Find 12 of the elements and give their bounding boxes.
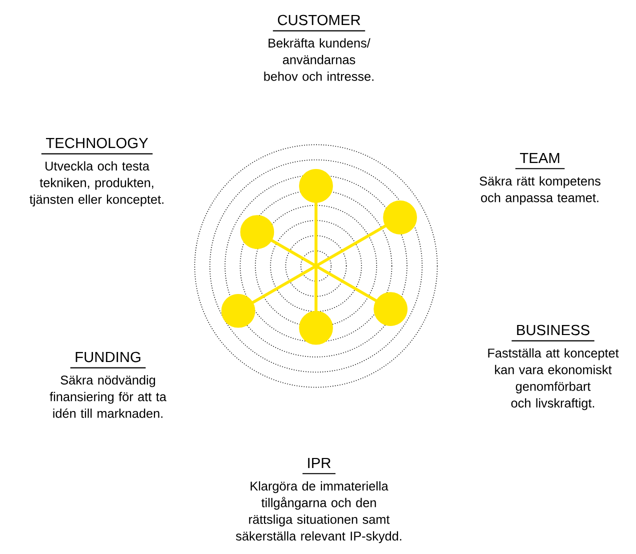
spoke-label: BUSINESS xyxy=(517,324,590,336)
spoke-label: FUNDING xyxy=(76,352,140,362)
spoke-label: IPR xyxy=(308,458,331,468)
text: Klargöra de immateriella tillgångarna och den rättsliga situationen samt säkerställa relevant IP-skydd. xyxy=(236,481,402,544)
text: Utveckla och testa tekniken, produkten, tjänsten eller konceptet. xyxy=(30,161,164,206)
text: Säkra rätt kompetens och anpassa teamet. xyxy=(480,176,600,205)
text: Säkra nödvändig finansiering för att ta idén till marknaden. xyxy=(50,375,166,418)
text: Fastställa att konceptet kan vara ekonomiskt genomförbart och livskraftigt. xyxy=(488,348,619,410)
spoke-label: TECHNOLOGY xyxy=(46,138,148,148)
spoke-label: TEAM xyxy=(520,152,560,164)
text: Bekräfta kundens/ användarnas behov och intresse. xyxy=(264,38,374,81)
spoke-label: CUSTOMER xyxy=(278,14,360,26)
